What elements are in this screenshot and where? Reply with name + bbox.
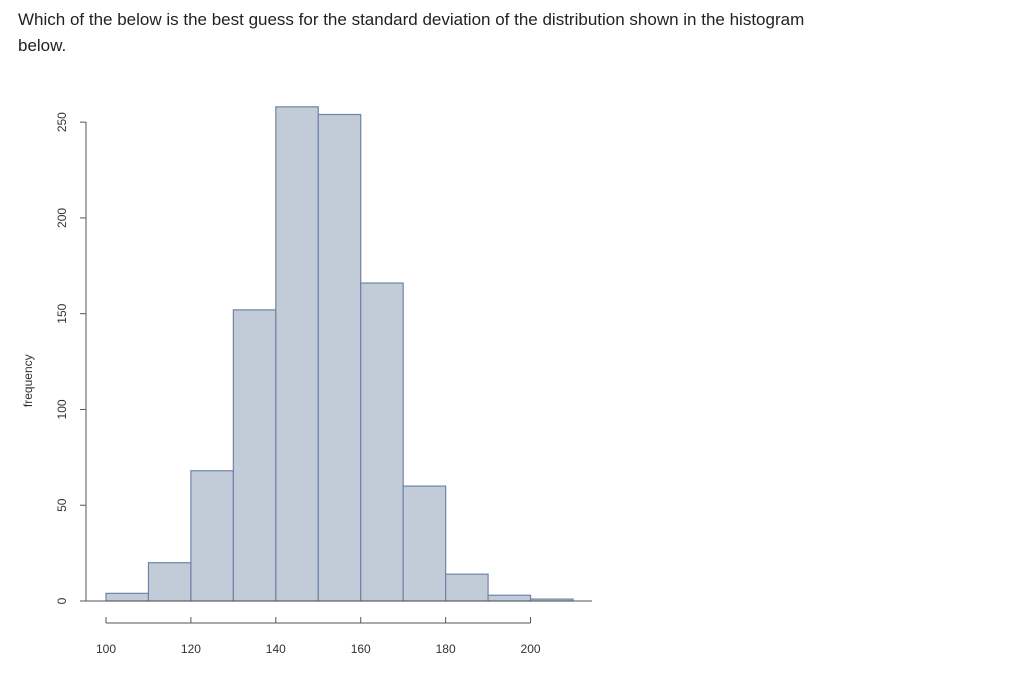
histogram-bar-140-150 [275,106,319,602]
x-tick-label-140: 140 [266,642,286,656]
y-tick-label-150: 150 [55,303,69,323]
axes-layer [80,122,592,624]
bars-layer [105,106,574,602]
histogram-bar-160-170 [360,282,404,602]
histogram-bar-100-110 [105,592,150,602]
y-tick-label-50: 50 [55,498,69,512]
x-tick-label-180: 180 [436,642,456,656]
x-ticks: 100 120 140 160 180 200 [96,617,541,656]
histogram-bar-110-120 [147,562,192,602]
x-tick-label-200: 200 [521,642,541,656]
histogram-bar-130-140 [232,309,277,602]
histogram-bar-190-200 [487,594,532,602]
histogram-bar-170-180 [402,485,447,602]
histogram-bar-180-190 [445,573,489,602]
y-tick-label-0: 0 [55,597,69,604]
question-text: Which of the below is the best guess for… [18,10,805,55]
y-tick-label-250: 250 [55,112,69,132]
x-tick-label-100: 100 [96,642,116,656]
x-tick-label-160: 160 [351,642,371,656]
histogram-chart: 0 50 100 150 200 250 100 120 140 160 180 200 frequ… [0,80,620,673]
histogram-bar-150-160 [317,113,362,602]
histogram-bar-120-130 [190,470,234,602]
x-tick-label-120: 120 [181,642,201,656]
y-ticks: 0 50 100 150 200 250 [55,112,86,604]
y-tick-label-200: 200 [55,208,69,228]
histogram-svg: 0 50 100 150 200 250 100 120 140 160 180 200 frequ… [21,106,592,656]
y-axis-title: frequency [21,354,35,407]
y-tick-label-100: 100 [55,399,69,419]
